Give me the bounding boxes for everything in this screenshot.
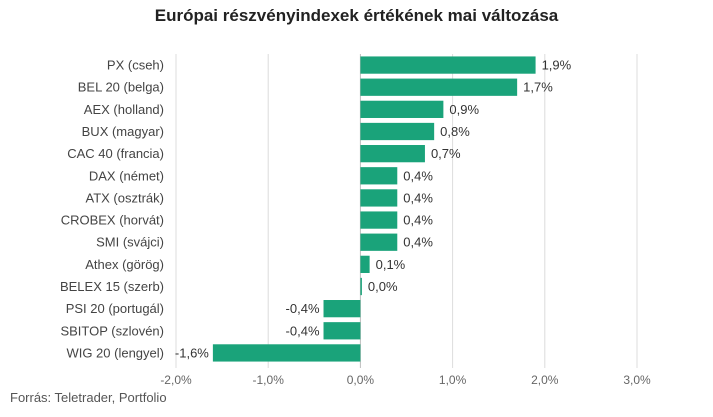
category-label: PSI 20 (portugál): [66, 301, 164, 316]
chart-title: Európai részvényindexek értékének mai vá…: [154, 6, 559, 25]
bar: [360, 277, 362, 296]
value-label: 0,4%: [403, 213, 433, 228]
value-label: -0,4%: [286, 323, 320, 338]
bar: [360, 167, 398, 185]
value-label: 0,4%: [403, 190, 433, 205]
category-label: Athex (görög): [85, 257, 164, 272]
value-label: 0,1%: [376, 257, 406, 272]
category-label: BELEX 15 (szerb): [60, 279, 164, 294]
category-label: SBITOP (szlovén): [60, 323, 164, 338]
value-label: 0,8%: [440, 124, 470, 139]
category-label: WIG 20 (lengyel): [66, 345, 164, 360]
value-label: -0,4%: [286, 301, 320, 316]
value-label: 0,9%: [449, 102, 479, 117]
bar: [360, 233, 398, 251]
category-label: BEL 20 (belga): [78, 80, 164, 95]
bar: [360, 255, 370, 273]
category-label: CROBEX (horvát): [61, 213, 164, 228]
bar: [360, 100, 444, 118]
value-label: 0,4%: [403, 168, 433, 183]
source-note: Forrás: Teletrader, Portfolio: [10, 390, 167, 405]
x-tick-label: 1,0%: [439, 373, 467, 387]
value-label: 1,9%: [542, 58, 572, 73]
bar: [212, 344, 361, 362]
x-tick-label: 2,0%: [531, 373, 559, 387]
bar: [360, 56, 536, 74]
category-label: DAX (német): [89, 168, 164, 183]
bar: [360, 189, 398, 207]
value-label: 0,0%: [368, 279, 398, 294]
bar: [360, 78, 518, 96]
category-label: AEX (holland): [84, 102, 164, 117]
category-label: SMI (svájci): [96, 235, 164, 250]
category-label: CAC 40 (francia): [67, 146, 164, 161]
category-label: ATX (osztrák): [86, 190, 165, 205]
x-tick-label: 3,0%: [623, 373, 651, 387]
bar: [360, 211, 398, 229]
x-tick-label: 0,0%: [347, 373, 375, 387]
value-label: -1,6%: [175, 345, 209, 360]
x-tick-label: -1,0%: [253, 373, 285, 387]
category-label: BUX (magyar): [82, 124, 164, 139]
value-label: 0,7%: [431, 146, 461, 161]
value-label: 0,4%: [403, 235, 433, 250]
value-label: 1,7%: [523, 80, 553, 95]
category-label: PX (cseh): [107, 58, 164, 73]
x-tick-label: -2,0%: [160, 373, 192, 387]
bar: [360, 122, 435, 141]
bar: [323, 300, 361, 318]
bar: [360, 145, 425, 163]
bar: [323, 322, 361, 340]
